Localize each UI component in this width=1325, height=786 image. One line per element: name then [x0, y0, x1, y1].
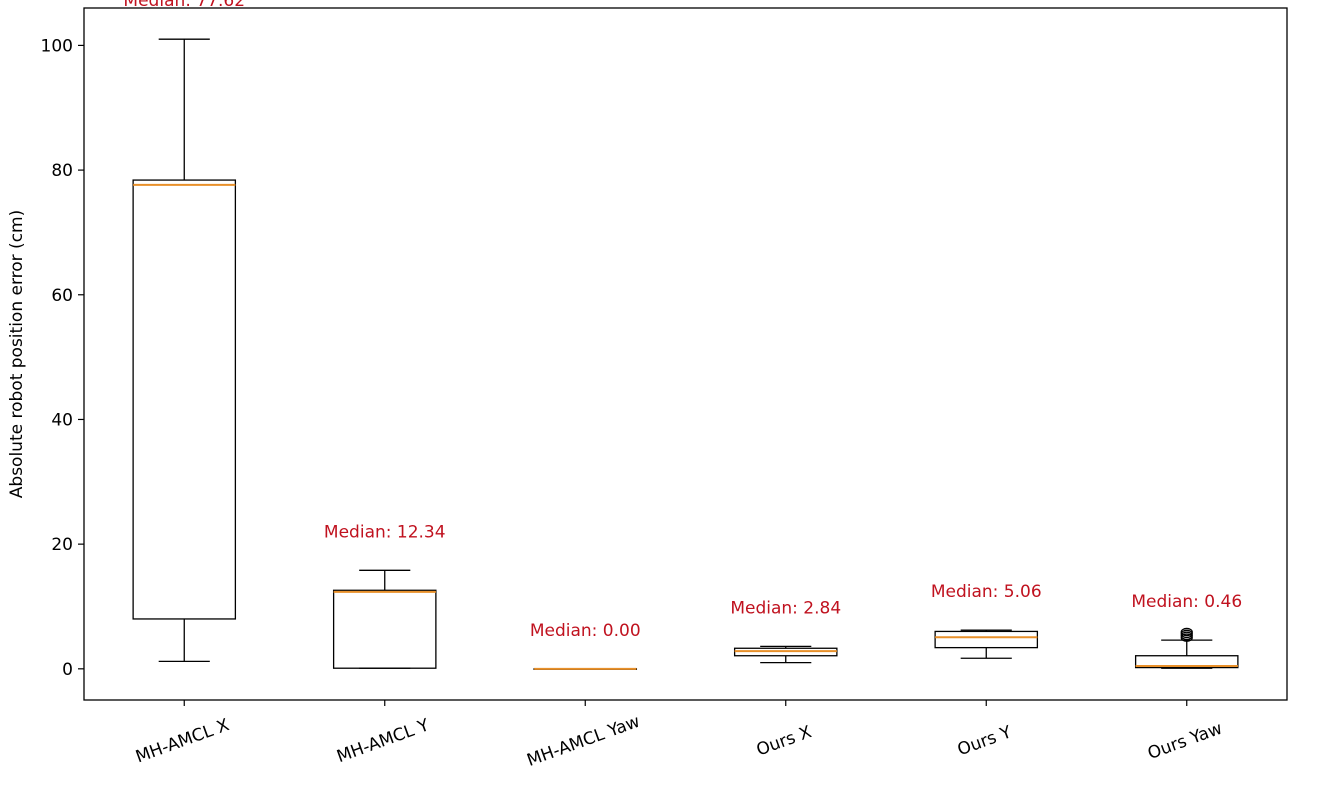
- box-4: Median: 5.06: [931, 582, 1042, 659]
- y-tick-label: 80: [51, 161, 73, 181]
- outlier-point: [1180, 627, 1193, 637]
- iqr-box: [332, 589, 437, 669]
- iqr-box: [1134, 655, 1239, 669]
- x-tick-label: MH-AMCL Y: [334, 715, 432, 767]
- x-tick-label: Ours X: [754, 722, 815, 760]
- iqr-box: [934, 630, 1039, 649]
- box-1: Median: 12.34: [324, 522, 446, 669]
- y-tick-label: 20: [51, 535, 73, 555]
- y-axis: 0 20 40 60 80 100: [41, 36, 84, 680]
- box-3: Median: 2.84: [730, 598, 841, 664]
- x-tick-label: Ours Y: [955, 722, 1015, 760]
- x-tick-label: MH-AMCL X: [133, 715, 232, 767]
- median-annotation: Median: 0.00: [530, 621, 641, 641]
- y-tick-label: 60: [51, 286, 73, 306]
- median-annotation: Median: 0.46: [1131, 592, 1242, 612]
- y-tick-label: 100: [41, 36, 73, 56]
- median-annotation: Median: 12.34: [324, 522, 446, 542]
- y-tick-label: 0: [62, 660, 73, 680]
- x-tick-label: MH-AMCL Yaw: [524, 712, 642, 771]
- plot-marks: Median: 77.62 Median: 12.34 Median: 0.00 Me…: [123, 0, 1242, 670]
- x-axis: MH-AMCL X MH-AMCL Y MH-AMCL Yaw Ours X Ours …: [133, 700, 1225, 771]
- box-0: Median: 77.62: [123, 0, 245, 662]
- median-annotation: Median: 2.84: [730, 598, 841, 618]
- box-5: Median: 0.46: [1131, 592, 1242, 669]
- y-tick-label: 40: [51, 410, 73, 430]
- median-annotation: Median: 77.62: [123, 0, 245, 11]
- iqr-box: [132, 179, 237, 620]
- plot-frame: [83, 7, 1288, 701]
- y-axis-label: Absolute robot position error (cm): [7, 210, 27, 498]
- median-annotation: Median: 5.06: [931, 582, 1042, 602]
- x-tick-label: Ours Yaw: [1145, 719, 1225, 764]
- box-2: Median: 0.00: [530, 621, 641, 670]
